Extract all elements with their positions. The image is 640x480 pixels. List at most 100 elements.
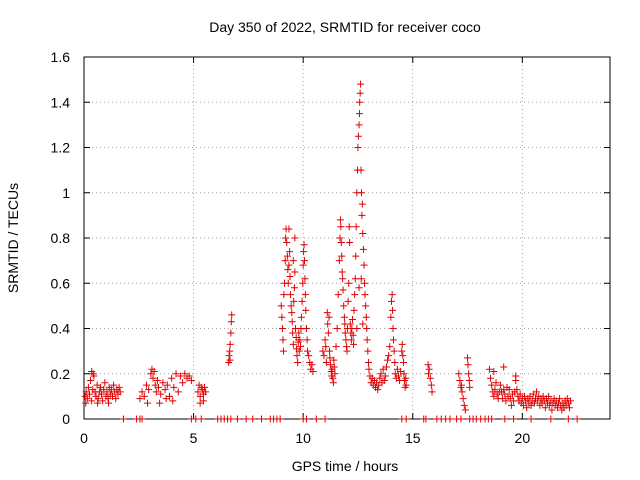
- data-point: [138, 388, 146, 396]
- data-point: [294, 358, 302, 366]
- data-point: [145, 386, 153, 394]
- data-point: [285, 225, 293, 233]
- data-point: [89, 370, 97, 378]
- data-point: [541, 404, 549, 412]
- data-point: [547, 415, 555, 423]
- data-point: [501, 415, 509, 423]
- data-point: [424, 361, 432, 369]
- data-point: [464, 361, 472, 369]
- data-point: [333, 325, 341, 332]
- y-tick-label: 0.4: [51, 321, 71, 337]
- data-point: [295, 329, 303, 337]
- data-point: [400, 370, 408, 378]
- data-point: [336, 216, 344, 224]
- data-point: [427, 381, 435, 389]
- data-point: [168, 374, 176, 382]
- data-point: [105, 399, 113, 407]
- data-point: [335, 257, 343, 265]
- data-point: [157, 390, 165, 398]
- data-point: [380, 377, 388, 385]
- data-point: [283, 239, 291, 247]
- data-point: [387, 297, 395, 305]
- data-point: [226, 347, 234, 355]
- data-point: [300, 257, 308, 265]
- data-point: [156, 399, 164, 407]
- data-point: [83, 395, 91, 403]
- data-point: [353, 325, 361, 332]
- data-point: [276, 415, 284, 423]
- data-point: [201, 383, 209, 391]
- data-point: [284, 279, 292, 287]
- data-point: [345, 279, 353, 287]
- data-point: [331, 370, 339, 378]
- data-point: [389, 306, 397, 314]
- data-point: [505, 386, 513, 394]
- data-point: [391, 358, 399, 366]
- data-point: [142, 381, 150, 389]
- data-point: [322, 358, 330, 366]
- data-point: [101, 379, 109, 387]
- data-point: [345, 223, 353, 231]
- data-point: [279, 336, 287, 344]
- data-point: [281, 257, 289, 265]
- data-point: [352, 223, 360, 231]
- data-point: [163, 381, 171, 389]
- data-point: [110, 381, 118, 389]
- data-point: [119, 415, 127, 423]
- data-point: [302, 306, 310, 314]
- data-point: [390, 347, 398, 355]
- data-point: [290, 297, 298, 305]
- data-point: [153, 377, 161, 385]
- data-point: [363, 336, 371, 344]
- data-point: [302, 325, 310, 332]
- data-point: [327, 361, 335, 369]
- data-point: [84, 383, 92, 391]
- data-point: [344, 297, 352, 305]
- x-axis-label: GPS time / hours: [292, 458, 399, 474]
- data-point: [249, 415, 257, 423]
- data-point: [289, 257, 297, 265]
- data-point: [309, 367, 317, 375]
- data-point: [351, 291, 359, 299]
- data-point: [284, 266, 292, 274]
- y-tick-label: 0.8: [51, 230, 71, 246]
- data-point: [187, 377, 195, 385]
- x-tick-label: 5: [190, 430, 198, 446]
- data-point: [496, 381, 504, 389]
- data-point: [82, 399, 90, 407]
- data-point: [321, 415, 329, 423]
- data-point: [422, 415, 430, 423]
- data-point: [362, 313, 370, 321]
- data-point: [365, 365, 373, 373]
- data-point: [288, 309, 296, 317]
- data-point: [330, 363, 338, 371]
- data-point: [357, 80, 365, 88]
- data-point: [465, 377, 473, 385]
- data-point: [355, 121, 363, 129]
- data-point: [360, 261, 368, 269]
- data-point: [340, 302, 348, 310]
- data-point: [278, 313, 286, 321]
- data-point: [343, 347, 351, 355]
- data-point: [523, 404, 531, 412]
- data-point: [290, 284, 298, 292]
- data-point: [459, 395, 467, 403]
- data-point: [194, 388, 202, 396]
- data-point: [400, 358, 408, 366]
- data-point: [350, 306, 358, 314]
- data-point: [324, 329, 332, 337]
- data-point: [355, 284, 363, 292]
- data-point: [339, 286, 347, 294]
- data-point: [338, 252, 346, 260]
- x-tick-label: 0: [80, 430, 88, 446]
- data-point: [161, 386, 169, 394]
- data-point: [364, 358, 372, 366]
- data-point: [179, 379, 187, 387]
- data-point: [300, 241, 308, 249]
- data-point: [332, 343, 340, 351]
- data-point: [340, 313, 348, 321]
- data-point: [302, 415, 310, 423]
- y-axis: 0 0.2 0.4 0.6 0.8 1 1.2 1.4 1.6: [51, 49, 610, 427]
- data-point: [293, 352, 301, 360]
